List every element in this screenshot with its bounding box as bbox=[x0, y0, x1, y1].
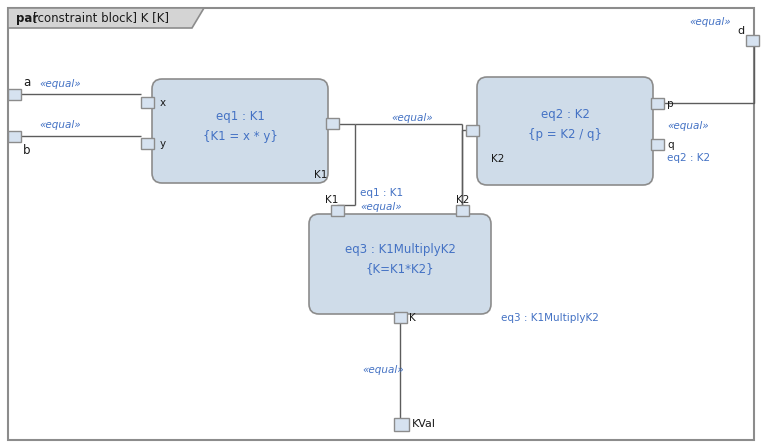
Text: K1: K1 bbox=[325, 195, 338, 205]
Text: eq3 : K1MultiplyK2: eq3 : K1MultiplyK2 bbox=[501, 313, 599, 323]
Text: eq1 : K1: eq1 : K1 bbox=[216, 109, 264, 122]
Text: «equal»: «equal» bbox=[360, 202, 402, 212]
Bar bbox=[651, 139, 664, 150]
FancyBboxPatch shape bbox=[152, 79, 328, 183]
Text: eq3 : K1MultiplyK2: eq3 : K1MultiplyK2 bbox=[344, 242, 456, 255]
Text: {K=K1*K2}: {K=K1*K2} bbox=[366, 263, 434, 276]
Text: q: q bbox=[667, 140, 674, 150]
Text: K1: K1 bbox=[314, 170, 328, 180]
Text: p: p bbox=[667, 99, 674, 109]
Text: y: y bbox=[160, 139, 166, 149]
Bar bbox=[746, 35, 759, 46]
Text: [constraint block] K [K]: [constraint block] K [K] bbox=[33, 12, 169, 25]
Bar bbox=[651, 98, 664, 109]
Text: {K1 = x * y}: {K1 = x * y} bbox=[203, 129, 277, 142]
Text: «equal»: «equal» bbox=[362, 365, 404, 375]
Text: eq1 : K1: eq1 : K1 bbox=[360, 188, 403, 198]
FancyBboxPatch shape bbox=[477, 77, 653, 185]
Bar bbox=[466, 125, 479, 136]
Text: «equal»: «equal» bbox=[689, 17, 731, 27]
Text: K2: K2 bbox=[491, 154, 504, 164]
Text: {p = K2 / q}: {p = K2 / q} bbox=[528, 128, 602, 141]
Text: eq2 : K2: eq2 : K2 bbox=[540, 108, 590, 121]
Bar bbox=[8, 131, 21, 142]
Text: b: b bbox=[23, 143, 30, 156]
Text: x: x bbox=[160, 98, 166, 108]
Text: «equal»: «equal» bbox=[39, 79, 81, 89]
Text: KVal: KVal bbox=[412, 419, 436, 429]
Text: d: d bbox=[738, 26, 744, 36]
FancyBboxPatch shape bbox=[309, 214, 491, 314]
Bar bbox=[141, 97, 154, 108]
Text: par: par bbox=[16, 12, 38, 25]
Text: «equal»: «equal» bbox=[391, 113, 433, 123]
Text: «equal»: «equal» bbox=[39, 120, 81, 130]
Bar bbox=[394, 312, 407, 323]
Polygon shape bbox=[8, 8, 204, 28]
Bar bbox=[141, 138, 154, 149]
Bar bbox=[326, 118, 339, 129]
Bar bbox=[8, 89, 21, 100]
Bar bbox=[394, 418, 409, 431]
Text: «equal»: «equal» bbox=[667, 121, 709, 131]
Bar bbox=[456, 205, 469, 216]
Text: K2: K2 bbox=[456, 195, 469, 205]
Text: eq2 : K2: eq2 : K2 bbox=[667, 153, 710, 163]
Text: a: a bbox=[23, 76, 30, 89]
Bar bbox=[331, 205, 344, 216]
Text: K: K bbox=[409, 313, 416, 323]
